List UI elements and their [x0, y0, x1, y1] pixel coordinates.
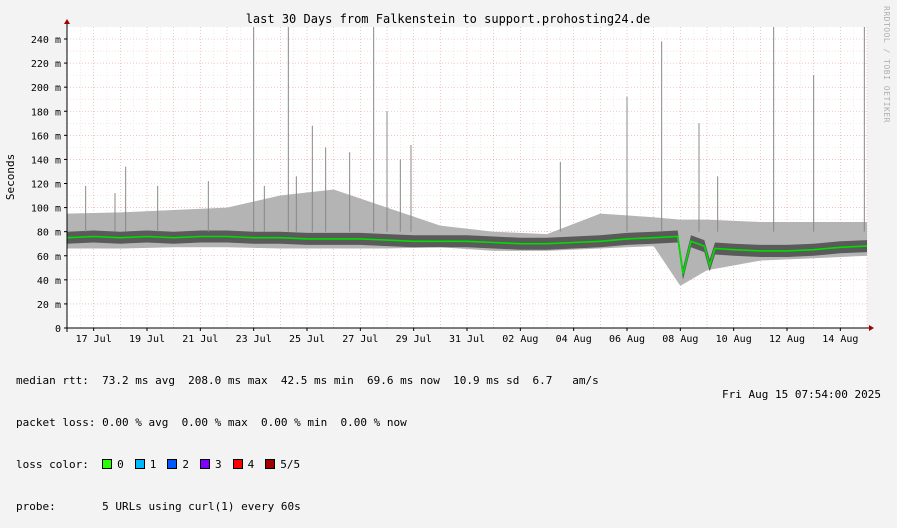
loss-color-item: 1 [134, 458, 157, 471]
x-tick-labels: 17 Jul 19 Jul 21 Jul 23 Jul 25 Jul 27 Jul 29 J… [76, 328, 858, 345]
x-tick-label: 12 Aug [769, 334, 805, 345]
spike-series [85, 27, 865, 232]
x-tick-label: 27 Jul [342, 334, 378, 345]
chart-title: last 30 Days from Falkenstein to support… [246, 12, 651, 26]
legend: median rtt: 73.2 ms avg 208.0 ms max 42.… [16, 346, 599, 528]
x-tick-label: 02 Aug [502, 334, 538, 345]
x-tick-label: 10 Aug [716, 334, 752, 345]
loss-color-item: 2 [167, 458, 189, 471]
inner-band-area [67, 230, 867, 280]
x-axis-arrow [869, 325, 874, 331]
grid [66, 27, 868, 328]
y-axis-arrow [64, 19, 70, 24]
y-tick-label: 60 m [37, 252, 61, 263]
median-rtt-stats: median rtt: 73.2 ms avg 208.0 ms max 42.… [16, 374, 599, 387]
loss-color-item: 5/5 [265, 458, 300, 471]
x-tick-label: 06 Aug [609, 334, 645, 345]
y-axis-label: Seconds [4, 154, 17, 200]
x-tick-label: 31 Jul [449, 334, 485, 345]
x-tick-label: 14 Aug [822, 334, 858, 345]
y-tick-label: 220 m [31, 59, 61, 70]
y-tick-label: 100 m [31, 204, 61, 215]
loss-color-row: loss color: 0 1 2 3 4 5/5 [16, 458, 599, 472]
y-tick-label: 180 m [31, 107, 61, 118]
loss-color-swatch [167, 459, 178, 469]
x-tick-label: 29 Jul [396, 334, 432, 345]
rrdtool-credit: RRDTOOL / TOBI OETIKER [882, 6, 891, 123]
loss-color-swatch [102, 459, 113, 469]
y-tick-label: 80 m [37, 228, 61, 239]
x-tick-label: 04 Aug [556, 334, 592, 345]
loss-color-item-label: 3 [214, 458, 222, 471]
loss-color-swatch [232, 459, 243, 469]
spread-band [67, 189, 867, 286]
x-tick-label: 23 Jul [236, 334, 272, 345]
loss-color-swatch [265, 459, 276, 469]
x-tick-label: 19 Jul [129, 334, 165, 345]
loss-color-items: 0 1 2 3 4 5/5 [102, 458, 311, 471]
loss-color-item-label: 0 [117, 458, 124, 471]
loss-color-item: 0 [102, 458, 124, 471]
latency-chart: 0 20 m 40 m 60 m 80 m 100 m 120 m 140 m 160 m 180… [4, 12, 874, 345]
y-tick-labels: 0 20 m 40 m 60 m 80 m 100 m 120 m 140 m 160 m 180… [31, 35, 67, 335]
y-tick-label: 20 m [37, 300, 61, 311]
y-tick-label: 0 [55, 324, 61, 335]
y-tick-label: 200 m [31, 83, 61, 94]
packet-loss-stats: packet loss: 0.00 % avg 0.00 % max 0.00 … [16, 416, 407, 429]
y-tick-label: 120 m [31, 180, 61, 191]
loss-color-swatch [199, 459, 210, 469]
x-tick-label: 17 Jul [76, 334, 112, 345]
loss-color-item-label: 1 [149, 458, 157, 471]
x-tick-label: 08 Aug [662, 334, 698, 345]
probe-timestamp: Fri Aug 15 07:54:00 2025 [722, 388, 881, 401]
x-tick-label: 25 Jul [289, 334, 325, 345]
loss-color-item-label: 5/5 [280, 458, 301, 471]
median-line [66, 235, 868, 274]
y-tick-label: 40 m [37, 276, 61, 287]
y-tick-label: 140 m [31, 155, 61, 166]
loss-color-swatch [134, 459, 145, 469]
loss-color-item: 4 [232, 458, 255, 471]
loss-color-item-label: 2 [182, 458, 189, 471]
loss-color-label: loss color: [16, 458, 89, 471]
probe-info: probe: 5 URLs using curl(1) every 60s [16, 500, 301, 513]
loss-color-item-label: 4 [247, 458, 255, 471]
loss-color-item: 3 [199, 458, 222, 471]
x-tick-label: 21 Jul [182, 334, 218, 345]
y-tick-label: 240 m [31, 35, 61, 46]
y-tick-label: 160 m [31, 131, 61, 142]
median-rtt-line [66, 235, 868, 274]
